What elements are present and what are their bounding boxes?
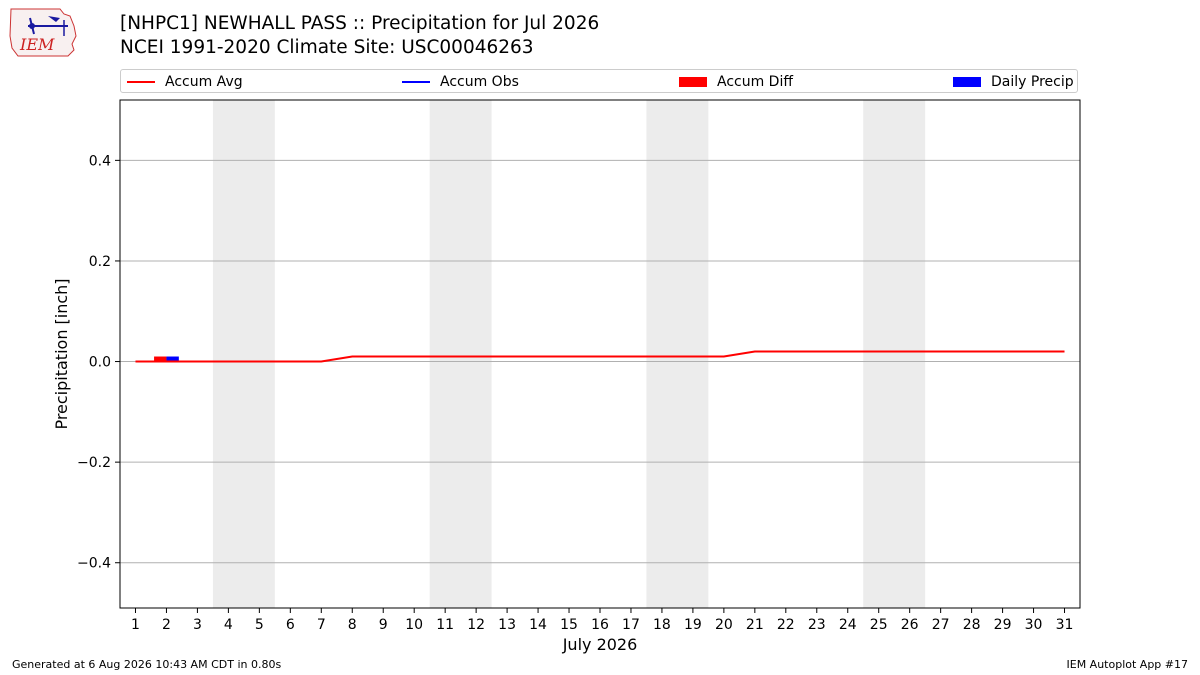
x-tick-label: 31: [1056, 617, 1074, 633]
weekend-band: [646, 100, 709, 608]
x-tick-label: 22: [777, 617, 795, 633]
x-tick-label: 8: [348, 617, 357, 633]
x-tick-label: 29: [994, 617, 1012, 633]
weekend-band: [429, 100, 492, 608]
logo-text: IEM: [19, 35, 55, 54]
legend-swatch-daily-precip: [953, 77, 981, 87]
chart-legend: Accum Avg Accum Obs Accum Diff Daily Pre…: [120, 69, 1078, 93]
legend-item-accum-diff: Accum Diff: [679, 73, 793, 91]
legend-label-accum-diff: Accum Diff: [717, 74, 794, 90]
weekend-shading: [212, 100, 926, 608]
y-tick-label: −0.4: [77, 556, 111, 572]
legend-swatch-accum-diff: [679, 77, 707, 87]
x-tick-label: 24: [839, 617, 857, 633]
line-series: [135, 350, 1065, 363]
generated-timestamp: Generated at 6 Aug 2026 10:43 AM CDT in …: [12, 658, 282, 671]
x-tick-label: 20: [715, 617, 733, 633]
legend-swatch-accum-avg: [127, 81, 155, 83]
accum-diff-bar: [154, 356, 167, 362]
accum-avg-line: [135, 350, 1065, 363]
x-tick-label: 18: [653, 617, 671, 633]
x-axis-ticks: 1 2 3 4 5 6 7 8 9 10 11 12 13 14 15 16 17 18 19 20 21 22 23 24 2…: [131, 608, 1073, 633]
legend-label-accum-avg: Accum Avg: [165, 74, 243, 90]
x-tick-label: 27: [932, 617, 950, 633]
x-tick-label: 9: [379, 617, 388, 633]
y-gridlines: [120, 159, 1080, 564]
legend-item-daily-precip: Daily Precip: [953, 73, 1074, 91]
x-tick-label: 25: [870, 617, 888, 633]
x-tick-label: 28: [963, 617, 981, 633]
x-tick-label: 16: [591, 617, 609, 633]
x-tick-label: 6: [286, 617, 295, 633]
legend-item-accum-avg: Accum Avg: [127, 73, 243, 91]
x-tick-label: 30: [1025, 617, 1043, 633]
x-tick-label: 2: [162, 617, 171, 633]
x-tick-label: 3: [193, 617, 202, 633]
daily-precip-bar: [166, 356, 179, 362]
y-tick-label: −0.2: [77, 455, 111, 471]
x-tick-label: 17: [622, 617, 640, 633]
chart-title: [NHPC1] NEWHALL PASS :: Precipitation fo…: [120, 13, 600, 34]
x-tick-label: 23: [808, 617, 826, 633]
x-tick-label: 15: [560, 617, 578, 633]
x-tick-label: 13: [498, 617, 516, 633]
y-tick-label: 0.2: [89, 254, 111, 270]
x-tick-label: 4: [224, 617, 233, 633]
x-tick-label: 1: [131, 617, 140, 633]
app-credit: IEM Autoplot App #17: [1066, 658, 1189, 671]
y-axis-label: Precipitation [inch]: [52, 278, 71, 429]
weekend-band: [863, 100, 926, 608]
legend-item-accum-obs: Accum Obs: [402, 73, 519, 91]
weekend-band: [212, 100, 275, 608]
x-tick-label: 5: [255, 617, 264, 633]
chart-subtitle: NCEI 1991-2020 Climate Site: USC00046263: [120, 37, 534, 58]
y-axis-ticks: −0.4 −0.2 0.0 0.2 0.4: [77, 153, 120, 572]
x-tick-label: 21: [746, 617, 764, 633]
legend-label-daily-precip: Daily Precip: [991, 74, 1074, 90]
y-tick-label: 0.0: [89, 355, 111, 371]
iem-logo: IEM: [9, 8, 77, 57]
x-tick-label: 10: [405, 617, 423, 633]
x-axis-label: July 2026: [562, 635, 638, 654]
x-tick-label: 11: [436, 617, 454, 633]
x-tick-label: 14: [529, 617, 547, 633]
x-tick-label: 19: [684, 617, 702, 633]
legend-swatch-accum-obs: [402, 81, 430, 83]
x-tick-label: 7: [317, 617, 326, 633]
x-tick-label: 26: [901, 617, 919, 633]
legend-label-accum-obs: Accum Obs: [440, 74, 519, 90]
y-tick-label: 0.4: [89, 153, 111, 169]
bar-series: [154, 356, 179, 362]
x-tick-label: 12: [467, 617, 485, 633]
